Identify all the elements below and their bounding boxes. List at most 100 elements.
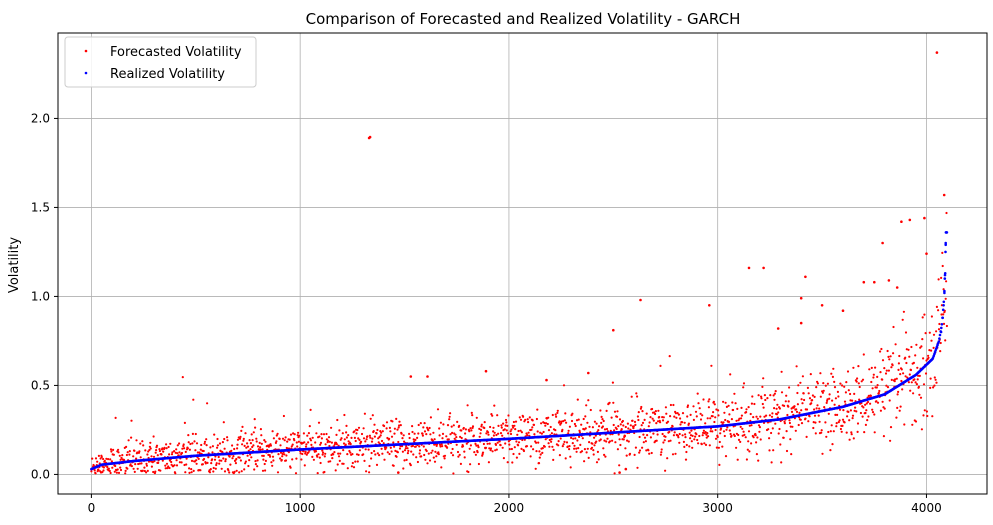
forecast-point xyxy=(121,454,124,457)
forecast-point xyxy=(771,412,774,415)
forecast-point xyxy=(575,447,578,450)
legend-forecast-label: Forecasted Volatility xyxy=(110,45,242,60)
forecast-point xyxy=(567,429,570,432)
forecast-point xyxy=(402,434,405,437)
forecast-point xyxy=(338,429,341,432)
forecast-point xyxy=(900,379,903,383)
forecast-point xyxy=(332,453,335,456)
forecast-point xyxy=(619,423,622,426)
forecast-point xyxy=(712,411,715,414)
forecast-point xyxy=(843,385,846,388)
forecast-point xyxy=(206,461,209,464)
forecast-point xyxy=(205,444,208,447)
forecast-point xyxy=(741,434,744,437)
forecast-point xyxy=(518,452,521,455)
forecast-point xyxy=(876,401,880,404)
forecast-point xyxy=(457,455,460,458)
forecast-point xyxy=(401,450,404,453)
forecast-point xyxy=(889,426,893,429)
forecast-point xyxy=(904,375,907,378)
forecast-point xyxy=(173,464,176,467)
forecast-point xyxy=(534,467,537,470)
forecast-point xyxy=(836,413,839,416)
forecast-point xyxy=(185,463,188,466)
forecast-point xyxy=(217,455,220,459)
forecast-point xyxy=(303,464,306,467)
forecast-point xyxy=(883,367,886,370)
forecast-point xyxy=(427,429,430,432)
forecast-point xyxy=(924,332,927,335)
forecast-point xyxy=(157,461,160,464)
forecast-point xyxy=(264,440,267,443)
forecast-point xyxy=(935,330,938,333)
forecast-point xyxy=(187,434,190,437)
forecast-point xyxy=(97,469,100,472)
forecast-point xyxy=(360,440,363,443)
forecast-point xyxy=(351,461,354,465)
forecast-point xyxy=(517,429,520,433)
forecast-point xyxy=(938,322,941,326)
forecast-point xyxy=(296,445,299,448)
forecast-point xyxy=(319,443,322,446)
forecast-point xyxy=(192,398,195,401)
forecast-point xyxy=(710,364,713,367)
forecast-point xyxy=(540,432,544,435)
forecast-point xyxy=(743,433,746,436)
forecast-point xyxy=(465,442,468,445)
forecast-point xyxy=(785,449,789,453)
forecast-point xyxy=(431,439,434,442)
forecast-point xyxy=(454,433,457,436)
forecast-point xyxy=(647,425,650,428)
forecast-point xyxy=(814,432,817,435)
forecast-point xyxy=(224,458,227,461)
forecast-point xyxy=(915,343,918,346)
forecast-outlier-point xyxy=(799,321,803,325)
forecast-point xyxy=(128,450,131,453)
forecast-point xyxy=(898,409,901,412)
forecast-point xyxy=(109,448,113,451)
forecast-point xyxy=(314,450,318,453)
forecast-point xyxy=(222,421,225,424)
forecast-point xyxy=(375,432,378,435)
forecast-point xyxy=(303,441,306,444)
forecast-outlier-point xyxy=(587,371,590,375)
forecast-point xyxy=(833,380,836,383)
forecast-point xyxy=(259,428,262,431)
forecast-point xyxy=(772,394,775,397)
forecast-point xyxy=(212,470,215,473)
forecast-point xyxy=(858,385,861,389)
forecast-point xyxy=(763,394,767,397)
forecast-point xyxy=(747,406,750,409)
forecast-point xyxy=(942,288,945,291)
forecast-point xyxy=(644,440,648,443)
forecast-point xyxy=(845,381,848,384)
forecast-point xyxy=(813,414,817,417)
forecast-point xyxy=(388,426,391,429)
forecast-point xyxy=(822,382,825,385)
forecast-point xyxy=(182,443,185,446)
forecast-point xyxy=(450,451,453,454)
forecast-point xyxy=(526,434,529,437)
forecast-point xyxy=(730,434,733,437)
forecast-point xyxy=(364,448,367,451)
forecast-point xyxy=(592,449,595,452)
forecast-point xyxy=(929,386,932,389)
forecast-point xyxy=(249,442,252,445)
forecast-point xyxy=(642,441,645,444)
forecast-point xyxy=(489,447,493,450)
forecast-point xyxy=(256,459,259,462)
forecast-point xyxy=(222,457,225,460)
plot-frame xyxy=(57,32,988,495)
forecast-point xyxy=(593,444,596,447)
forecast-point xyxy=(330,426,333,429)
forecast-point xyxy=(900,368,903,371)
forecast-point xyxy=(756,417,759,420)
forecast-point xyxy=(373,423,376,426)
forecast-point xyxy=(636,395,639,398)
forecast-point xyxy=(568,448,571,451)
forecast-point xyxy=(748,450,751,453)
forecast-outlier-point xyxy=(409,375,413,378)
forecast-point xyxy=(548,438,551,442)
forecast-point xyxy=(243,444,246,447)
forecast-point xyxy=(761,385,764,388)
